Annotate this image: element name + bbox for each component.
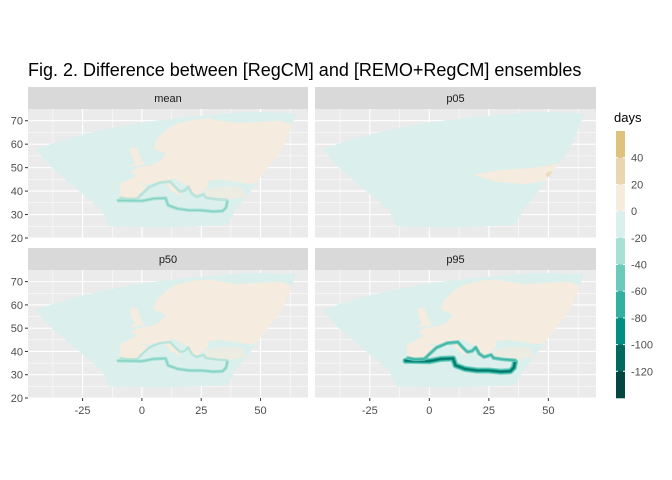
facet-panel-mean: mean [28, 87, 308, 239]
x-tick-label: -25 [362, 405, 378, 417]
facet-strip-label: p05 [446, 93, 464, 105]
facet-panel-p50: p50 [28, 248, 308, 399]
negative-difference-band [119, 180, 229, 202]
positive-difference-area [491, 346, 535, 361]
legend-color-bin [616, 131, 625, 158]
x-tick-label: 0 [426, 405, 432, 417]
positive-difference-area [416, 308, 433, 328]
y-tick-label: 40 [11, 186, 23, 198]
x-tick-label: -25 [75, 405, 91, 417]
legend-color-bin [616, 291, 625, 319]
map-field [322, 272, 585, 388]
negative-difference-band [404, 357, 516, 373]
legend-color-bin [616, 184, 625, 212]
x-tick-label: 50 [254, 405, 266, 417]
legend-title: days [614, 110, 642, 125]
positive-difference-area [128, 147, 146, 168]
legend-label: 20 [631, 179, 643, 191]
negative-difference-band [407, 341, 516, 362]
legend-color-bin [616, 264, 625, 292]
legend-color-bin [616, 371, 625, 399]
positive-difference-area [406, 343, 437, 360]
map-field [35, 111, 297, 228]
chart-title: Fig. 2. Difference between [RegCM] and [… [28, 60, 581, 80]
negative-difference-band [119, 340, 229, 362]
near-zero-area [405, 358, 515, 384]
facet-strip-label: mean [154, 93, 182, 105]
x-tick-label: 0 [139, 405, 145, 417]
positive-difference-area [441, 279, 501, 315]
y-tick-label: 50 [11, 323, 23, 335]
positive-difference-area [153, 279, 214, 315]
y-tick-label: 20 [11, 393, 23, 405]
axes: 20 30 40 50 60 70 20 30 40 50 60 70 -25 0 25 50 -25 0 25 50 [11, 116, 555, 417]
y-tick-label: 30 [11, 370, 23, 382]
facet-strip [28, 248, 308, 270]
positive-difference-area [153, 118, 214, 154]
facet-panel-p95: p95 [315, 248, 596, 399]
negative-difference-band [117, 357, 229, 373]
legend-color-bin [616, 237, 625, 265]
positive-difference-area [128, 308, 146, 328]
facet-panel-p05: p05 [315, 87, 596, 239]
near-zero-area [118, 358, 228, 384]
y-tick-label: 60 [11, 300, 23, 312]
x-tick-label: 25 [483, 405, 495, 417]
map-field [35, 272, 297, 388]
legend-color-bin [616, 344, 625, 372]
positive-difference-area [447, 341, 469, 357]
legend-label: 40 [631, 153, 643, 165]
legend-label: -80 [631, 313, 647, 325]
legend-label: 0 [631, 206, 637, 218]
y-tick-label: 30 [11, 210, 23, 222]
positive-difference-area [173, 178, 209, 197]
y-tick-label: 20 [11, 233, 23, 245]
positive-difference-area [472, 162, 561, 185]
positive-difference-area [173, 338, 209, 358]
positive-difference-area [461, 338, 496, 358]
facet-strip-label: p95 [446, 254, 464, 266]
x-tick-label: 50 [542, 405, 554, 417]
legend-color-bin [616, 317, 625, 345]
legend: days 40 20 0 -20 -40 -60 -80 -100 -120 [614, 110, 653, 399]
legend-label: -40 [631, 260, 647, 272]
positive-difference-area [203, 346, 247, 361]
positive-difference-area [159, 180, 182, 196]
y-tick-label: 70 [11, 116, 23, 128]
positive-difference-area [159, 341, 182, 357]
near-zero-area [405, 198, 515, 224]
x-tick-label: 25 [195, 405, 207, 417]
y-tick-label: 40 [11, 346, 23, 358]
facet-strip [315, 87, 596, 109]
legend-label: -100 [631, 340, 653, 352]
legend-label: -20 [631, 233, 647, 245]
domain-field [322, 111, 585, 228]
facet-strip [315, 248, 596, 270]
map-field [322, 111, 585, 228]
legend-label: -120 [631, 366, 653, 378]
legend-color-bin [616, 211, 625, 239]
negative-difference-band [117, 197, 228, 213]
legend-color-bin [616, 157, 625, 185]
positive-difference-area [203, 186, 247, 200]
legend-label: -60 [631, 286, 647, 298]
y-tick-label: 60 [11, 139, 23, 151]
positive-difference-area [119, 182, 149, 199]
y-tick-label: 50 [11, 163, 23, 175]
facet-panels: mean p05 p50 p95 [28, 87, 596, 399]
facet-strip-label: p50 [159, 254, 177, 266]
positive-difference-area [119, 343, 149, 360]
facet-strip [28, 87, 308, 109]
y-tick-label: 70 [11, 277, 23, 289]
near-zero-area [118, 198, 228, 224]
